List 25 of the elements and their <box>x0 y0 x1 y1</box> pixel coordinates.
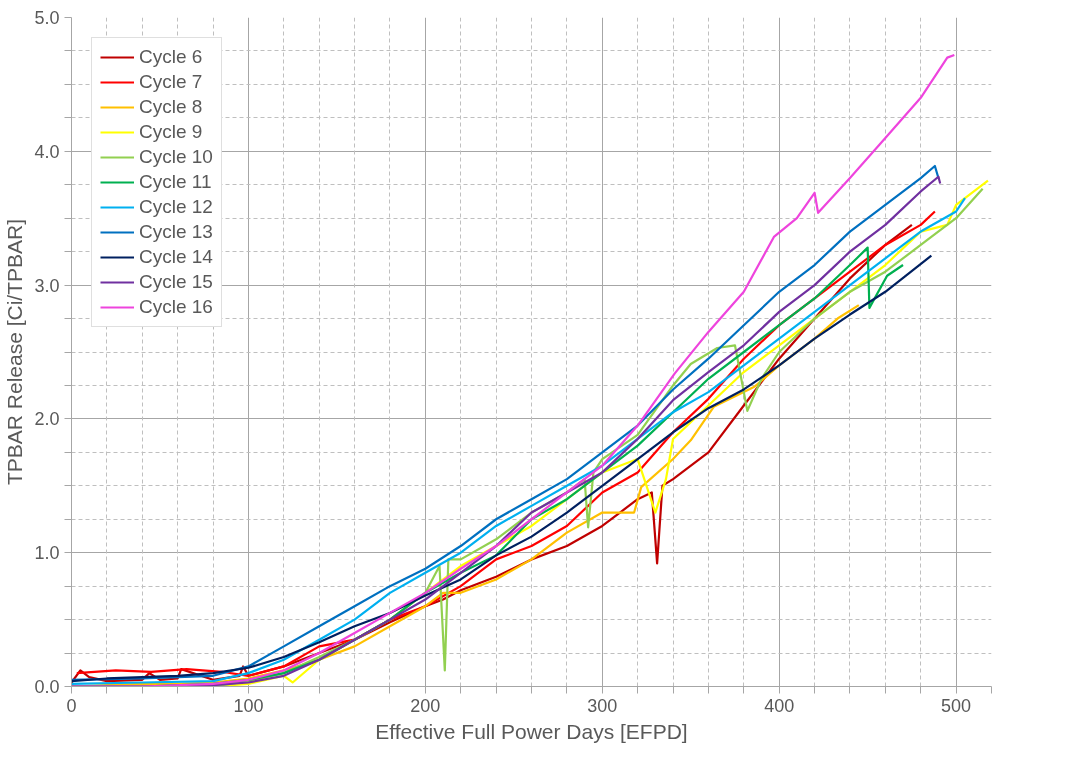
legend-label: Cycle 14 <box>139 246 213 268</box>
y-tick-label: 1.0 <box>34 543 60 564</box>
legend-label: Cycle 11 <box>139 171 212 193</box>
legend-label: Cycle 7 <box>139 71 203 93</box>
x-tick-label: 200 <box>410 695 441 716</box>
legend-label: Cycle 13 <box>139 221 213 243</box>
legend-label: Cycle 15 <box>139 271 213 293</box>
y-axis-title: TPBAR Release [Ci/TPBAR] <box>3 218 27 486</box>
y-tick-label: 4.0 <box>34 141 60 162</box>
x-tick-label: 0 <box>66 695 77 716</box>
y-tick-label: 3.0 <box>34 275 60 296</box>
legend-label: Cycle 10 <box>139 146 213 168</box>
x-axis-title: Effective Full Power Days [EFPD] <box>375 719 688 743</box>
x-tick-label: 400 <box>764 695 795 716</box>
x-tick-label: 500 <box>941 695 972 716</box>
x-tick-label: 100 <box>233 695 264 716</box>
y-tick-label: 2.0 <box>34 409 60 430</box>
x-tick-label: 300 <box>587 695 618 716</box>
legend-label: Cycle 8 <box>139 96 203 118</box>
legend-label: Cycle 12 <box>139 196 213 218</box>
y-tick-label: 0.0 <box>34 677 60 697</box>
legend-label: Cycle 6 <box>139 46 203 68</box>
y-tick-label: 5.0 <box>34 8 60 28</box>
legend-label: Cycle 16 <box>139 296 213 318</box>
legend-label: Cycle 9 <box>139 121 203 143</box>
